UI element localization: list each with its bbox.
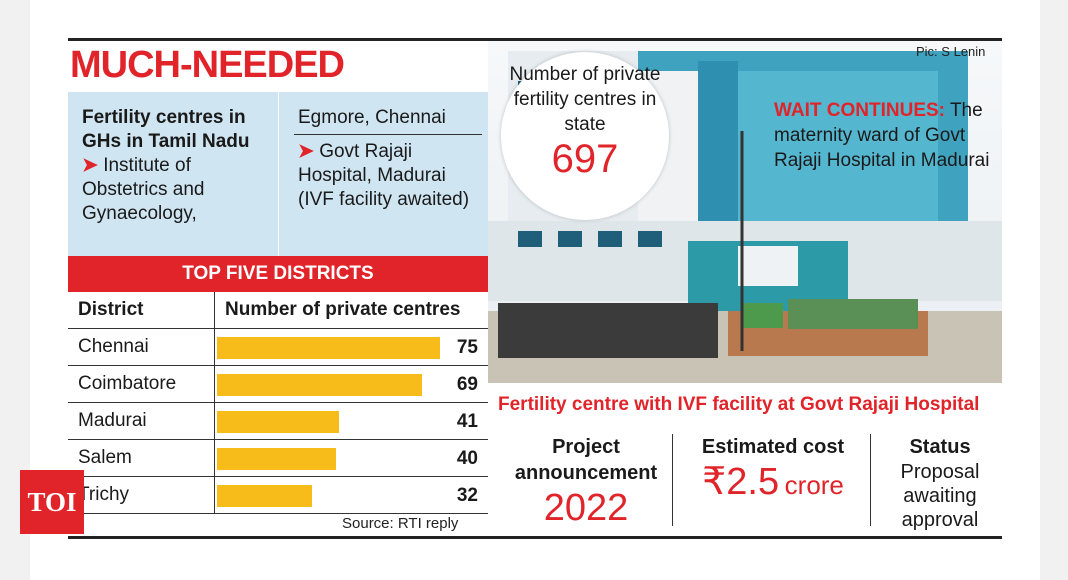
- bar-cell: 40: [214, 439, 488, 477]
- photo-caption: WAIT CONTINUES: The maternity ward of Go…: [774, 98, 1000, 173]
- fertility-item-1-location: Egmore, Chennai: [298, 107, 446, 128]
- status-value: Proposal awaiting approval: [900, 461, 980, 531]
- district-name: Madurai: [68, 402, 215, 440]
- source-note: Source: RTI reply: [342, 515, 459, 532]
- bar-value-label: 75: [456, 337, 478, 358]
- table-row: Coimbatore 69: [68, 365, 488, 403]
- district-name: Trichy: [68, 476, 215, 514]
- district-name: Salem: [68, 439, 215, 477]
- fertility-box-title: Fertility centres in GHs in Tamil Nadu: [82, 107, 250, 152]
- table-row: Salem 40: [68, 439, 488, 477]
- toi-logo: TOI: [20, 470, 84, 534]
- headline: MUCH-NEEDED: [70, 44, 345, 86]
- bar-value-label: 69: [456, 374, 478, 395]
- bar: [217, 448, 337, 470]
- cost-unit: crore: [784, 470, 844, 500]
- column-header-count: Number of private centres: [214, 292, 488, 329]
- bar: [217, 374, 423, 396]
- stat-divider: [672, 434, 673, 526]
- caption-text: The maternity ward of Govt Rajaji Hospit…: [774, 100, 990, 171]
- project-year: 2022: [543, 487, 629, 529]
- cost-amount: ₹2.5: [702, 461, 780, 503]
- private-centres-label: Number of private fertility centres in s…: [509, 64, 661, 135]
- table-row: Trichy 32: [68, 476, 488, 514]
- district-name: Coimbatore: [68, 365, 215, 403]
- row-divider: [294, 134, 482, 135]
- project-label: Project announcement: [514, 436, 658, 484]
- table-row: Madurai 41: [68, 402, 488, 440]
- bar-cell: 32: [214, 476, 488, 514]
- bar-cell: 69: [214, 365, 488, 403]
- ivf-title: Fertility centre with IVF facility at Go…: [498, 394, 980, 415]
- fertility-item-1: ➤ Institute of Obstetrics and Gynaecolog…: [82, 155, 205, 224]
- bar-value-label: 41: [456, 411, 478, 432]
- photo-credit: Pic: S Lenin: [916, 44, 986, 59]
- districts-table: District Number of private centres Chenn…: [68, 292, 488, 514]
- arrow-icon: ➤: [82, 155, 98, 176]
- stat-divider: [870, 434, 871, 526]
- bottom-rule: [68, 536, 1002, 539]
- fertility-col-right: Egmore, Chennai ➤ Govt Rajaji Hospital, …: [298, 106, 478, 212]
- cost-label: Estimated cost: [701, 436, 845, 458]
- private-centres-circle: Number of private fertility centres in s…: [501, 52, 669, 220]
- chart-title: TOP FIVE DISTRICTS: [68, 256, 488, 292]
- table-row: Chennai 75: [68, 328, 488, 366]
- bar-value-label: 40: [456, 448, 478, 469]
- column-header-district: District: [68, 292, 215, 329]
- fertility-centres-box: Fertility centres in GHs in Tamil Nadu ➤…: [68, 92, 488, 256]
- project-stat: Project announcement 2022: [498, 434, 674, 530]
- bar-value-label: 32: [456, 485, 478, 506]
- private-centres-value: 697: [551, 137, 619, 181]
- cost-stat: Estimated cost ₹2.5 crore: [690, 434, 856, 504]
- bar: [217, 485, 313, 507]
- bar-cell: 75: [214, 328, 488, 366]
- bar: [217, 411, 339, 433]
- bar: [217, 337, 441, 359]
- column-divider: [278, 92, 279, 256]
- arrow-icon: ➤: [298, 141, 314, 162]
- fertility-col-left: Fertility centres in GHs in Tamil Nadu ➤…: [82, 106, 272, 226]
- bar-cell: 41: [214, 402, 488, 440]
- status-label: Status: [909, 436, 971, 458]
- district-name: Chennai: [68, 328, 215, 366]
- caption-keyword: WAIT CONTINUES:: [774, 100, 945, 121]
- top-rule: [68, 38, 1002, 41]
- status-stat: Status Proposal awaiting approval: [880, 434, 1000, 532]
- fertility-item-2: ➤ Govt Rajaji Hospital, Madurai (IVF fac…: [298, 141, 470, 210]
